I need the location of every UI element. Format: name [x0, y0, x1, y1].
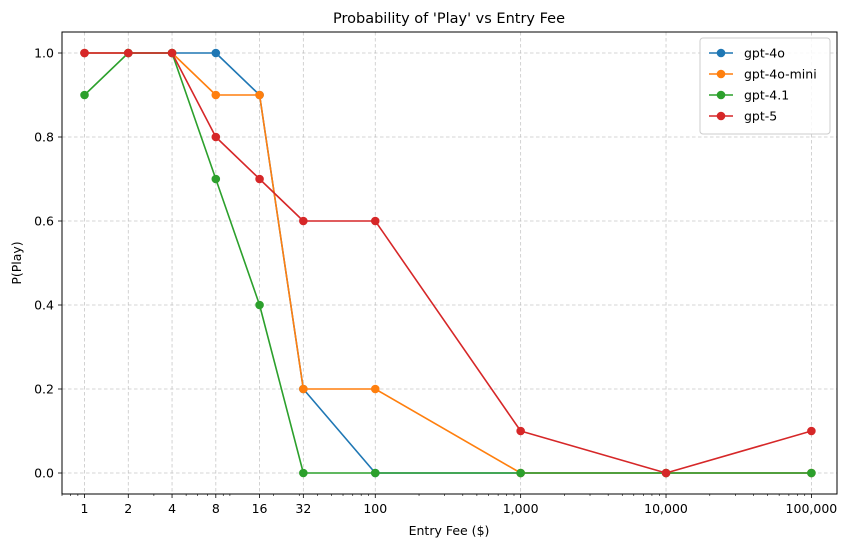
- legend-box: [699, 37, 831, 135]
- x-tick-label: 10,000: [644, 501, 688, 516]
- data-point-gpt-4o: [211, 48, 221, 58]
- tick-layer: 1 2 4 8 16 32 100 1,000 10,000 100,000 0.0 0.2 0.4 0.…: [34, 46, 837, 517]
- y-tick-label: 1.0: [34, 46, 54, 61]
- legend-marker-gpt-4-1: [716, 90, 726, 100]
- data-point-gpt-5: [299, 216, 308, 226]
- x-tick-label: 100: [363, 501, 387, 516]
- data-point-gpt-5: [661, 468, 671, 478]
- data-point-gpt-5: [516, 426, 525, 436]
- x-tick-label: 1: [81, 501, 89, 516]
- data-point-gpt-4-1: [370, 468, 380, 478]
- data-point-gpt-4-1: [807, 468, 816, 478]
- legend-marker-gpt-4o: [716, 48, 726, 58]
- y-tick-label: 0.6: [34, 214, 54, 229]
- x-tick-label: 32: [295, 501, 311, 516]
- data-point-gpt-4-1: [211, 174, 221, 184]
- data-point-gpt-4o-mini: [255, 90, 264, 100]
- x-tick-label: 16: [252, 501, 268, 516]
- x-tick-label: 2: [124, 501, 132, 516]
- y-tick-label: 0.4: [34, 298, 54, 313]
- legend-label-gpt-4-1: gpt-4.1: [744, 88, 789, 103]
- legend-label-gpt-5: gpt-5: [744, 109, 777, 124]
- data-point-gpt-5: [211, 132, 221, 142]
- y-tick-label: 0.8: [34, 130, 54, 145]
- data-point-gpt-5: [80, 48, 89, 58]
- data-point-gpt-4o-mini: [299, 384, 308, 394]
- data-point-gpt-4-1: [255, 300, 264, 310]
- data-point-gpt-5: [123, 48, 133, 58]
- data-point-gpt-4-1: [80, 90, 89, 100]
- y-tick-label: 0.2: [34, 382, 54, 397]
- y-tick-label: 0.0: [34, 466, 54, 481]
- data-point-gpt-5: [807, 426, 816, 436]
- data-point-gpt-4o-mini: [370, 384, 380, 394]
- data-point-gpt-5: [255, 174, 264, 184]
- y-axis-label: P(Play): [9, 241, 24, 284]
- chart-title: Probability of 'Play' vs Entry Fee: [333, 11, 565, 27]
- plot-frame: [61, 31, 838, 495]
- legend-label-gpt-4o-mini: gpt-4o-mini: [744, 67, 817, 82]
- legend: gpt-4o gpt-4o-mini gpt-4.1 gpt-5: [699, 37, 831, 135]
- data-point-gpt-4-1: [516, 468, 525, 478]
- x-axis-label: Entry Fee ($): [409, 523, 490, 538]
- x-tick-label: 4: [168, 501, 176, 516]
- data-point-gpt-5: [167, 48, 177, 58]
- legend-label-gpt-4o: gpt-4o: [744, 46, 785, 61]
- data-point-gpt-4-1: [299, 468, 308, 478]
- series-layer: [80, 48, 816, 478]
- data-point-gpt-5: [370, 216, 380, 226]
- legend-marker-gpt-4o-mini: [716, 69, 726, 79]
- x-tick-label: 1,000: [503, 501, 539, 516]
- legend-marker-gpt-5: [716, 111, 726, 121]
- x-tick-label: 8: [212, 501, 220, 516]
- series-line-gpt-5: [84, 52, 812, 474]
- data-point-gpt-4o-mini: [211, 90, 221, 100]
- x-tick-label: 100,000: [786, 501, 838, 516]
